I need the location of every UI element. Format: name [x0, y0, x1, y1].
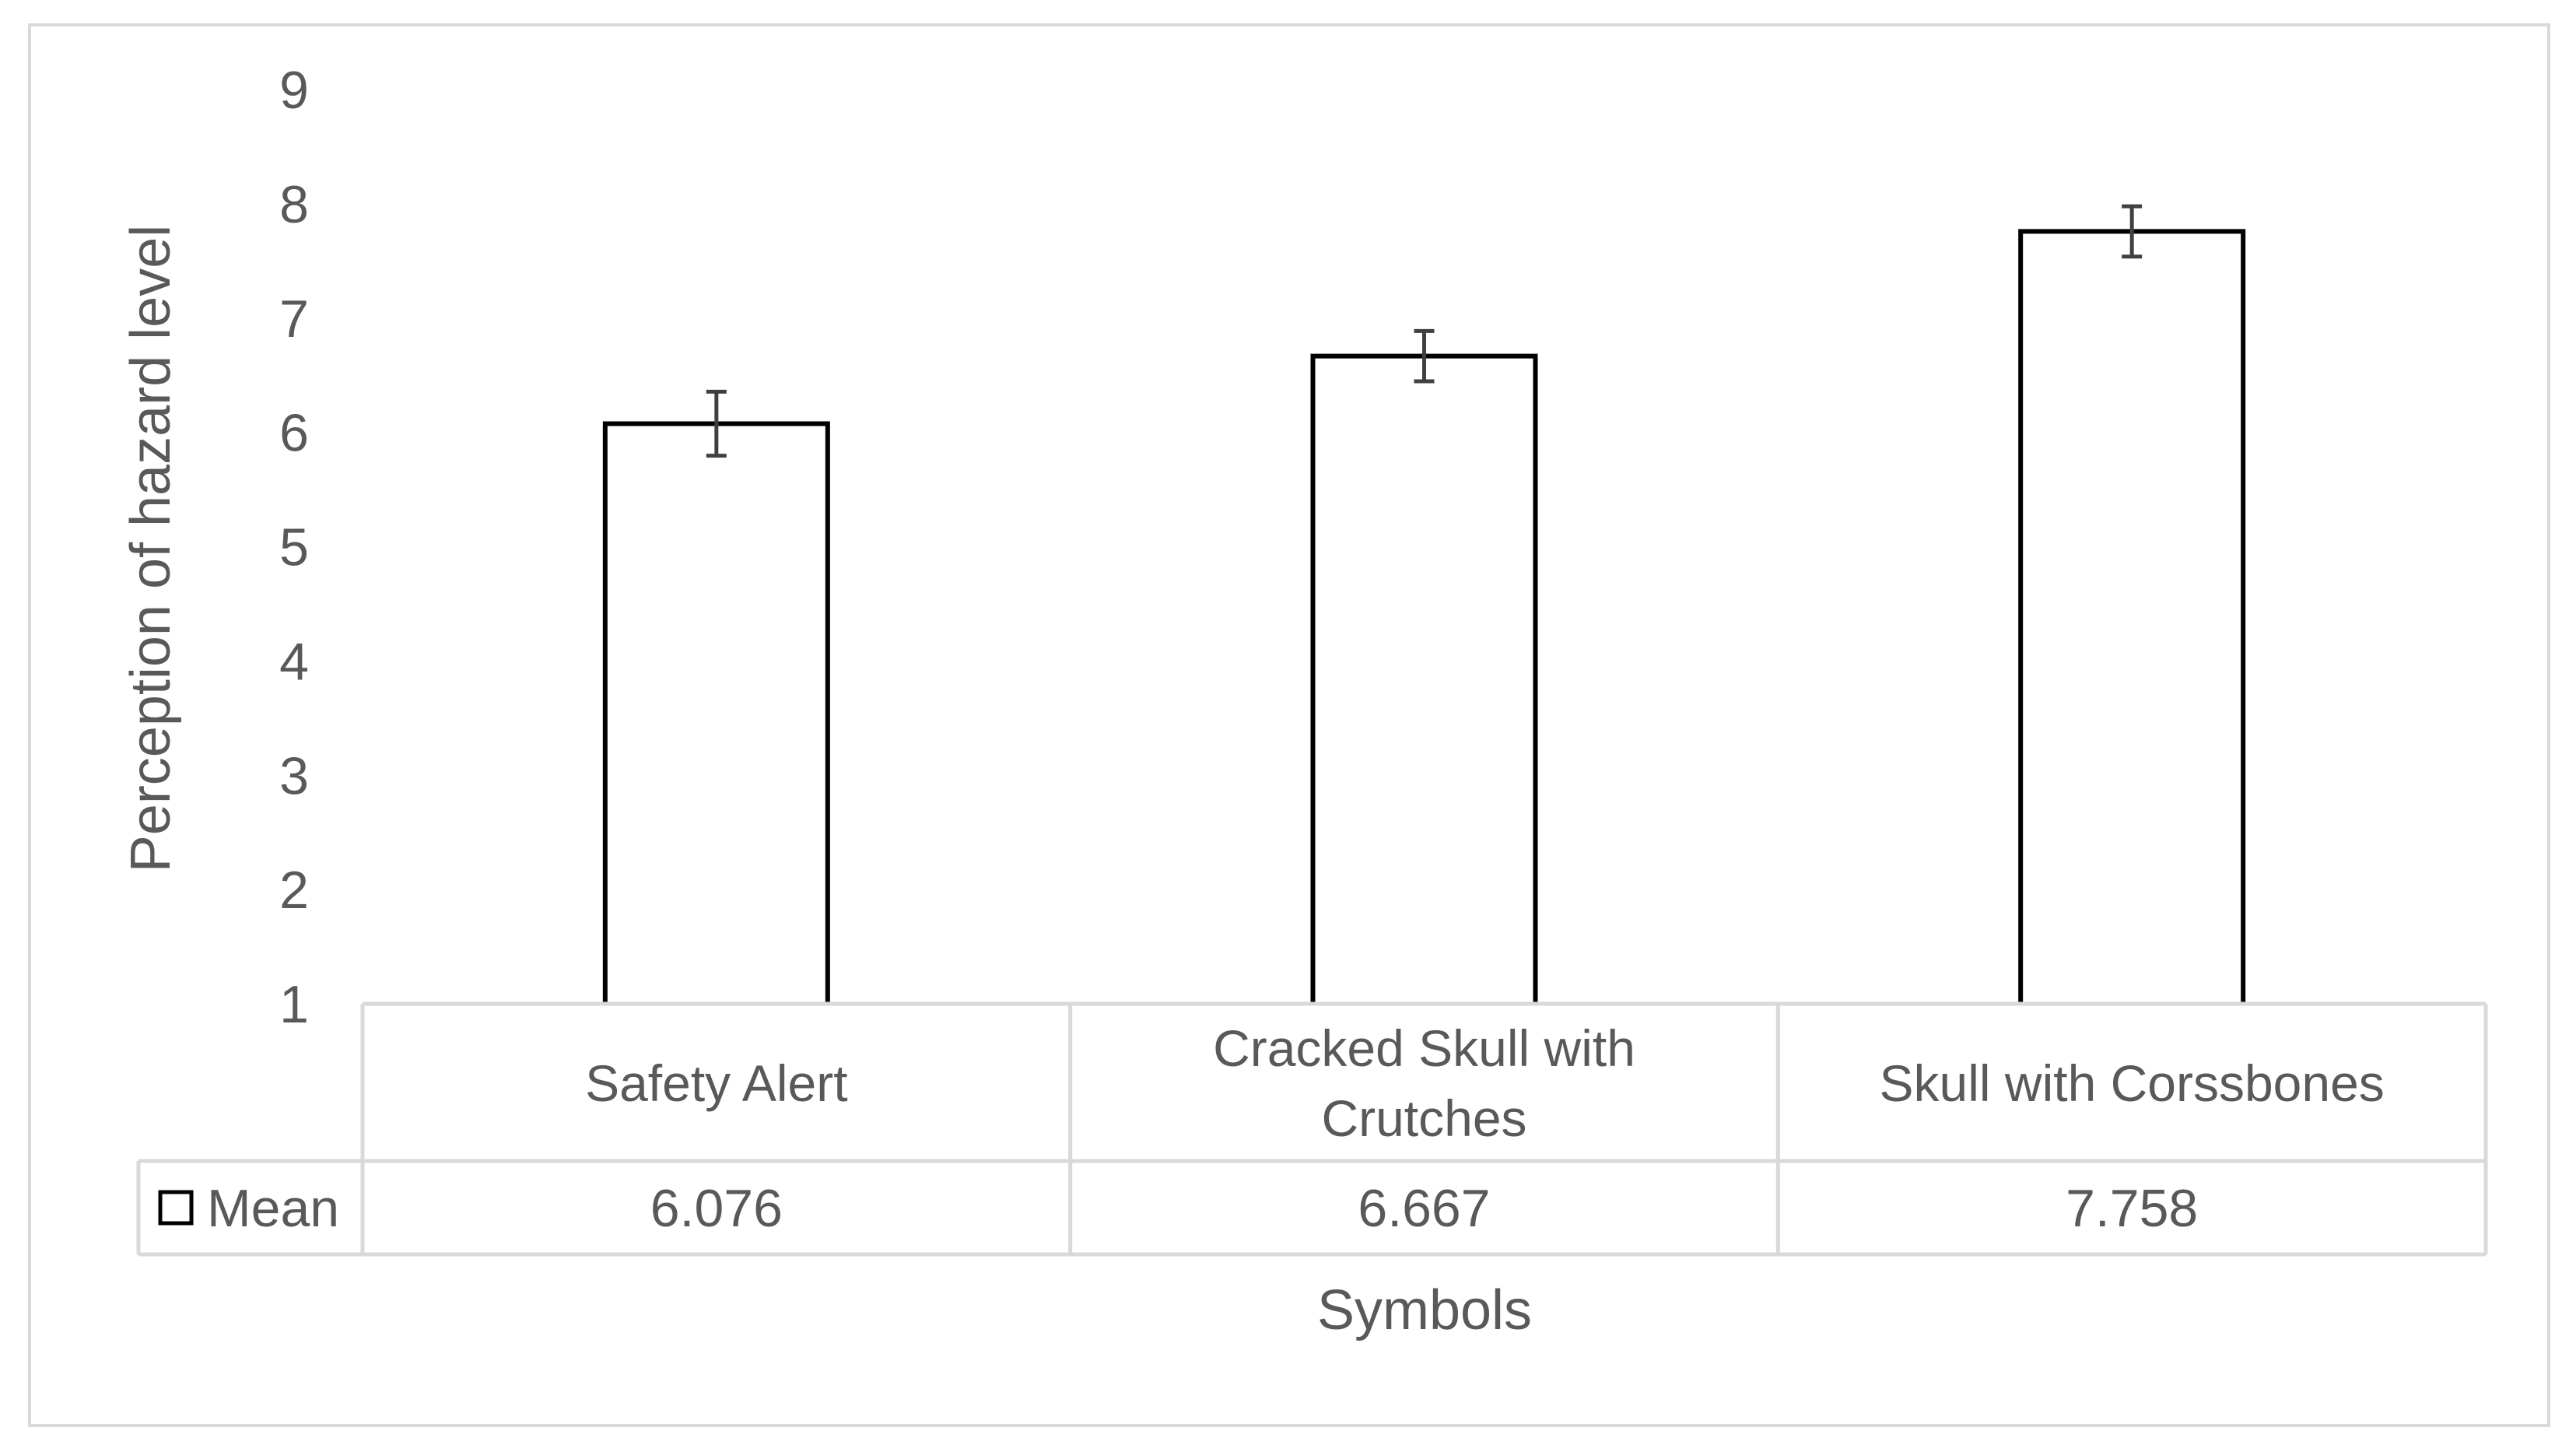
legend-swatch — [158, 1190, 194, 1226]
y-tick-label: 6 — [279, 404, 309, 463]
y-tick-label: 3 — [279, 746, 309, 805]
bars — [602, 204, 2246, 1004]
y-tick-label: 1 — [279, 975, 309, 1034]
bar — [1310, 353, 1538, 1004]
x-axis-title: Symbols — [1317, 1279, 1532, 1342]
data-value-label: 7.758 — [2066, 1179, 2198, 1238]
legend-label: Mean — [207, 1179, 339, 1238]
y-tick-label: 8 — [279, 175, 309, 234]
data-value-label: 6.076 — [650, 1179, 783, 1238]
bar — [2018, 229, 2246, 1004]
data-value-label: 6.667 — [1358, 1179, 1490, 1238]
y-tick-label: 2 — [279, 861, 309, 920]
y-tick-label: 5 — [279, 518, 309, 577]
category-label: Safety Alert — [585, 1054, 848, 1112]
category-label: Cracked Skull with — [1213, 1019, 1635, 1077]
y-axis: 1 2 3 4 5 6 7 8 9 — [279, 61, 309, 1034]
data-table: Safety Alert Cracked Skull with Crutches Sk… — [136, 1001, 2488, 1257]
category-label: Skull with Corssbones — [1880, 1054, 2385, 1112]
y-tick-label: 9 — [279, 61, 309, 120]
bar — [602, 421, 830, 1004]
category-label: Crutches — [1321, 1089, 1526, 1147]
y-tick-label: 4 — [279, 632, 309, 691]
y-tick-label: 7 — [279, 289, 309, 349]
y-axis-title: Perception of hazard level — [120, 225, 182, 873]
